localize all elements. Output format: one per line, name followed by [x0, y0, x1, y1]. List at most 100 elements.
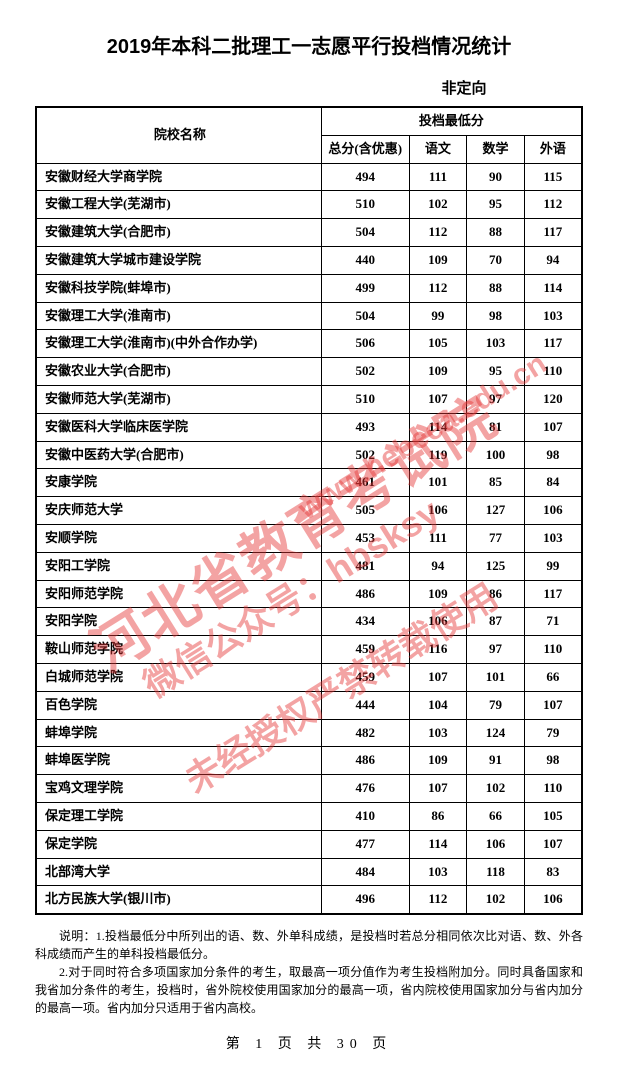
cell-foreign: 103	[524, 302, 582, 330]
cell-math: 66	[467, 802, 525, 830]
cell-foreign: 84	[524, 469, 582, 497]
cell-total: 459	[321, 636, 409, 664]
cell-chinese: 103	[409, 858, 467, 886]
cell-math: 101	[467, 663, 525, 691]
table-row: 安徽科技学院(蚌埠市)49911288114	[36, 274, 582, 302]
cell-school: 安顺学院	[36, 524, 321, 552]
cell-school: 白城师范学院	[36, 663, 321, 691]
cell-math: 103	[467, 330, 525, 358]
table-row: 安徽工程大学(芜湖市)51010295112	[36, 191, 582, 219]
cell-school: 安阳师范学院	[36, 580, 321, 608]
cell-foreign: 107	[524, 830, 582, 858]
cell-chinese: 107	[409, 775, 467, 803]
cell-math: 85	[467, 469, 525, 497]
cell-school: 蚌埠学院	[36, 719, 321, 747]
table-row: 安阳师范学院48610986117	[36, 580, 582, 608]
cell-math: 124	[467, 719, 525, 747]
cell-chinese: 109	[409, 580, 467, 608]
cell-math: 97	[467, 636, 525, 664]
cell-math: 77	[467, 524, 525, 552]
table-row: 白城师范学院45910710166	[36, 663, 582, 691]
table-row: 安徽理工大学(淮南市)(中外合作办学)506105103117	[36, 330, 582, 358]
cell-total: 444	[321, 691, 409, 719]
cell-total: 453	[321, 524, 409, 552]
cell-math: 100	[467, 441, 525, 469]
th-foreign: 外语	[524, 135, 582, 163]
cell-total: 482	[321, 719, 409, 747]
table-row: 安顺学院45311177103	[36, 524, 582, 552]
cell-foreign: 117	[524, 580, 582, 608]
cell-chinese: 112	[409, 886, 467, 914]
cell-foreign: 99	[524, 552, 582, 580]
cell-school: 安徽医科大学临床医学院	[36, 413, 321, 441]
cell-chinese: 111	[409, 163, 467, 191]
table-row: 鞍山师范学院45911697110	[36, 636, 582, 664]
cell-math: 88	[467, 219, 525, 247]
cell-school: 保定理工学院	[36, 802, 321, 830]
cell-math: 79	[467, 691, 525, 719]
cell-foreign: 117	[524, 330, 582, 358]
cell-foreign: 110	[524, 636, 582, 664]
cell-school: 安徽理工大学(淮南市)(中外合作办学)	[36, 330, 321, 358]
cell-chinese: 105	[409, 330, 467, 358]
cell-chinese: 109	[409, 747, 467, 775]
cell-school: 安徽中医药大学(合肥市)	[36, 441, 321, 469]
note-1: 1.投档最低分中所列出的语、数、外单科成绩，是投档时若总分相同依次比对语、数、外…	[35, 929, 583, 961]
cell-total: 486	[321, 747, 409, 775]
cell-total: 434	[321, 608, 409, 636]
pager-current: 1	[255, 1037, 268, 1052]
cell-foreign: 83	[524, 858, 582, 886]
th-group: 投档最低分	[321, 107, 582, 135]
note-2: 2.对于同时符合多项国家加分条件的考生，取最高一项分值作为考生投档附加分。同时具…	[35, 963, 583, 1017]
table-row: 安庆师范大学505106127106	[36, 497, 582, 525]
cell-math: 125	[467, 552, 525, 580]
cell-total: 504	[321, 219, 409, 247]
cell-chinese: 102	[409, 191, 467, 219]
pager-mid: 页 共	[278, 1037, 328, 1052]
cell-total: 502	[321, 441, 409, 469]
cell-total: 477	[321, 830, 409, 858]
subtitle: 非定向	[345, 77, 583, 98]
cell-total: 484	[321, 858, 409, 886]
table-row: 宝鸡文理学院476107102110	[36, 775, 582, 803]
cell-school: 宝鸡文理学院	[36, 775, 321, 803]
cell-math: 88	[467, 274, 525, 302]
cell-math: 118	[467, 858, 525, 886]
cell-total: 459	[321, 663, 409, 691]
cell-foreign: 98	[524, 441, 582, 469]
table-row: 百色学院44410479107	[36, 691, 582, 719]
table-row: 保定学院477114106107	[36, 830, 582, 858]
cell-school: 安徽农业大学(合肥市)	[36, 358, 321, 386]
pager-prefix: 第	[226, 1037, 246, 1052]
cell-chinese: 86	[409, 802, 467, 830]
cell-total: 486	[321, 580, 409, 608]
cell-school: 安徽工程大学(芜湖市)	[36, 191, 321, 219]
cell-total: 461	[321, 469, 409, 497]
cell-math: 127	[467, 497, 525, 525]
cell-foreign: 120	[524, 385, 582, 413]
cell-school: 安庆师范大学	[36, 497, 321, 525]
notes-lead: 说明：	[59, 929, 96, 943]
table-row: 蚌埠医学院4861099198	[36, 747, 582, 775]
table-row: 安徽师范大学(芜湖市)51010797120	[36, 385, 582, 413]
cell-math: 86	[467, 580, 525, 608]
cell-total: 496	[321, 886, 409, 914]
cell-chinese: 99	[409, 302, 467, 330]
cell-chinese: 94	[409, 552, 467, 580]
cell-total: 493	[321, 413, 409, 441]
cell-math: 95	[467, 191, 525, 219]
cell-foreign: 110	[524, 775, 582, 803]
cell-school: 安阳学院	[36, 608, 321, 636]
cell-total: 476	[321, 775, 409, 803]
table-row: 安阳学院4341068771	[36, 608, 582, 636]
table-row: 安徽财经大学商学院49411190115	[36, 163, 582, 191]
th-school: 院校名称	[36, 107, 321, 163]
cell-total: 440	[321, 246, 409, 274]
cell-math: 70	[467, 246, 525, 274]
cell-total: 510	[321, 191, 409, 219]
cell-chinese: 112	[409, 219, 467, 247]
cell-chinese: 109	[409, 358, 467, 386]
table-row: 安徽理工大学(淮南市)5049998103	[36, 302, 582, 330]
cell-chinese: 112	[409, 274, 467, 302]
cell-total: 502	[321, 358, 409, 386]
